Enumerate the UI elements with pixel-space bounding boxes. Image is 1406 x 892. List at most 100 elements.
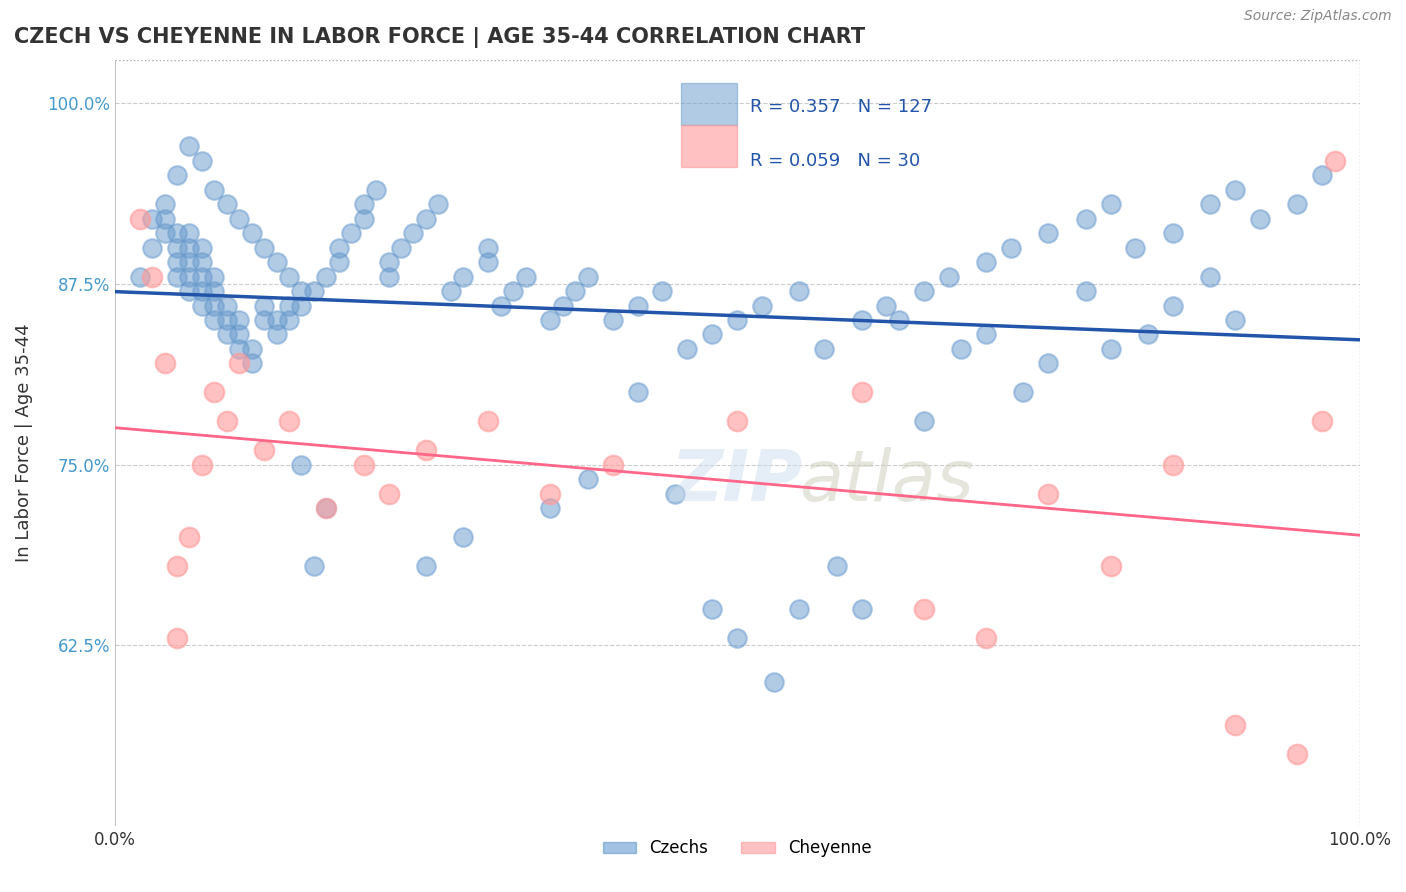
Point	[602, 458, 624, 472]
Point	[477, 414, 499, 428]
Point	[377, 255, 399, 269]
Point	[215, 327, 238, 342]
Point	[576, 269, 599, 284]
Point	[1199, 197, 1222, 211]
Point	[702, 602, 724, 616]
Point	[340, 226, 363, 240]
Point	[489, 299, 512, 313]
Point	[179, 139, 201, 153]
Point	[253, 299, 276, 313]
Point	[302, 284, 325, 298]
Point	[538, 501, 561, 516]
Point	[366, 183, 388, 197]
Point	[751, 299, 773, 313]
Point	[676, 342, 699, 356]
Text: R = 0.357   N = 127: R = 0.357 N = 127	[749, 98, 932, 116]
Point	[240, 356, 263, 370]
Point	[353, 458, 375, 472]
Point	[725, 632, 748, 646]
Point	[290, 284, 312, 298]
Point	[974, 632, 997, 646]
Point	[1012, 385, 1035, 400]
Point	[912, 284, 935, 298]
Point	[179, 255, 201, 269]
Point	[179, 269, 201, 284]
Point	[1223, 183, 1246, 197]
Point	[1136, 327, 1159, 342]
Point	[179, 226, 201, 240]
Point	[191, 284, 214, 298]
Point	[912, 414, 935, 428]
Point	[191, 269, 214, 284]
FancyBboxPatch shape	[681, 125, 737, 167]
Point	[1161, 226, 1184, 240]
Point	[191, 255, 214, 269]
Text: atlas: atlas	[799, 447, 974, 516]
Point	[402, 226, 425, 240]
Point	[191, 153, 214, 168]
Point	[789, 284, 811, 298]
Point	[278, 269, 301, 284]
Point	[377, 269, 399, 284]
Point	[315, 269, 337, 284]
Point	[651, 284, 673, 298]
Point	[564, 284, 586, 298]
Point	[215, 313, 238, 327]
Point	[253, 313, 276, 327]
Point	[1038, 226, 1060, 240]
Point	[551, 299, 574, 313]
Point	[1125, 241, 1147, 255]
Point	[166, 226, 188, 240]
Point	[179, 530, 201, 544]
Point	[202, 183, 225, 197]
Point	[166, 269, 188, 284]
Point	[1074, 284, 1097, 298]
Point	[215, 299, 238, 313]
Point	[191, 458, 214, 472]
Point	[315, 501, 337, 516]
Point	[851, 313, 873, 327]
Point	[202, 385, 225, 400]
Point	[315, 501, 337, 516]
Point	[266, 313, 288, 327]
Point	[664, 486, 686, 500]
Point	[253, 443, 276, 458]
Point	[353, 211, 375, 226]
Point	[415, 211, 437, 226]
Point	[950, 342, 973, 356]
Point	[415, 443, 437, 458]
Point	[353, 197, 375, 211]
Point	[278, 313, 301, 327]
Point	[974, 255, 997, 269]
Y-axis label: In Labor Force | Age 35-44: In Labor Force | Age 35-44	[15, 324, 32, 562]
Point	[240, 342, 263, 356]
Text: ZIP: ZIP	[671, 447, 803, 516]
Point	[453, 530, 475, 544]
Point	[415, 558, 437, 573]
Point	[128, 211, 150, 226]
Point	[166, 632, 188, 646]
Point	[1038, 356, 1060, 370]
Point	[153, 226, 176, 240]
Point	[851, 602, 873, 616]
Point	[725, 313, 748, 327]
Point	[302, 558, 325, 573]
Point	[477, 241, 499, 255]
Point	[240, 226, 263, 240]
Point	[1074, 211, 1097, 226]
Point	[166, 558, 188, 573]
Point	[166, 169, 188, 183]
Point	[228, 342, 250, 356]
Point	[440, 284, 463, 298]
Point	[477, 255, 499, 269]
Point	[876, 299, 898, 313]
Point	[974, 327, 997, 342]
Point	[278, 414, 301, 428]
Point	[253, 241, 276, 255]
Point	[215, 197, 238, 211]
Point	[427, 197, 450, 211]
Point	[166, 241, 188, 255]
Text: CZECH VS CHEYENNE IN LABOR FORCE | AGE 35-44 CORRELATION CHART: CZECH VS CHEYENNE IN LABOR FORCE | AGE 3…	[14, 27, 865, 48]
Text: R = 0.059   N = 30: R = 0.059 N = 30	[749, 152, 920, 169]
Point	[1310, 169, 1333, 183]
